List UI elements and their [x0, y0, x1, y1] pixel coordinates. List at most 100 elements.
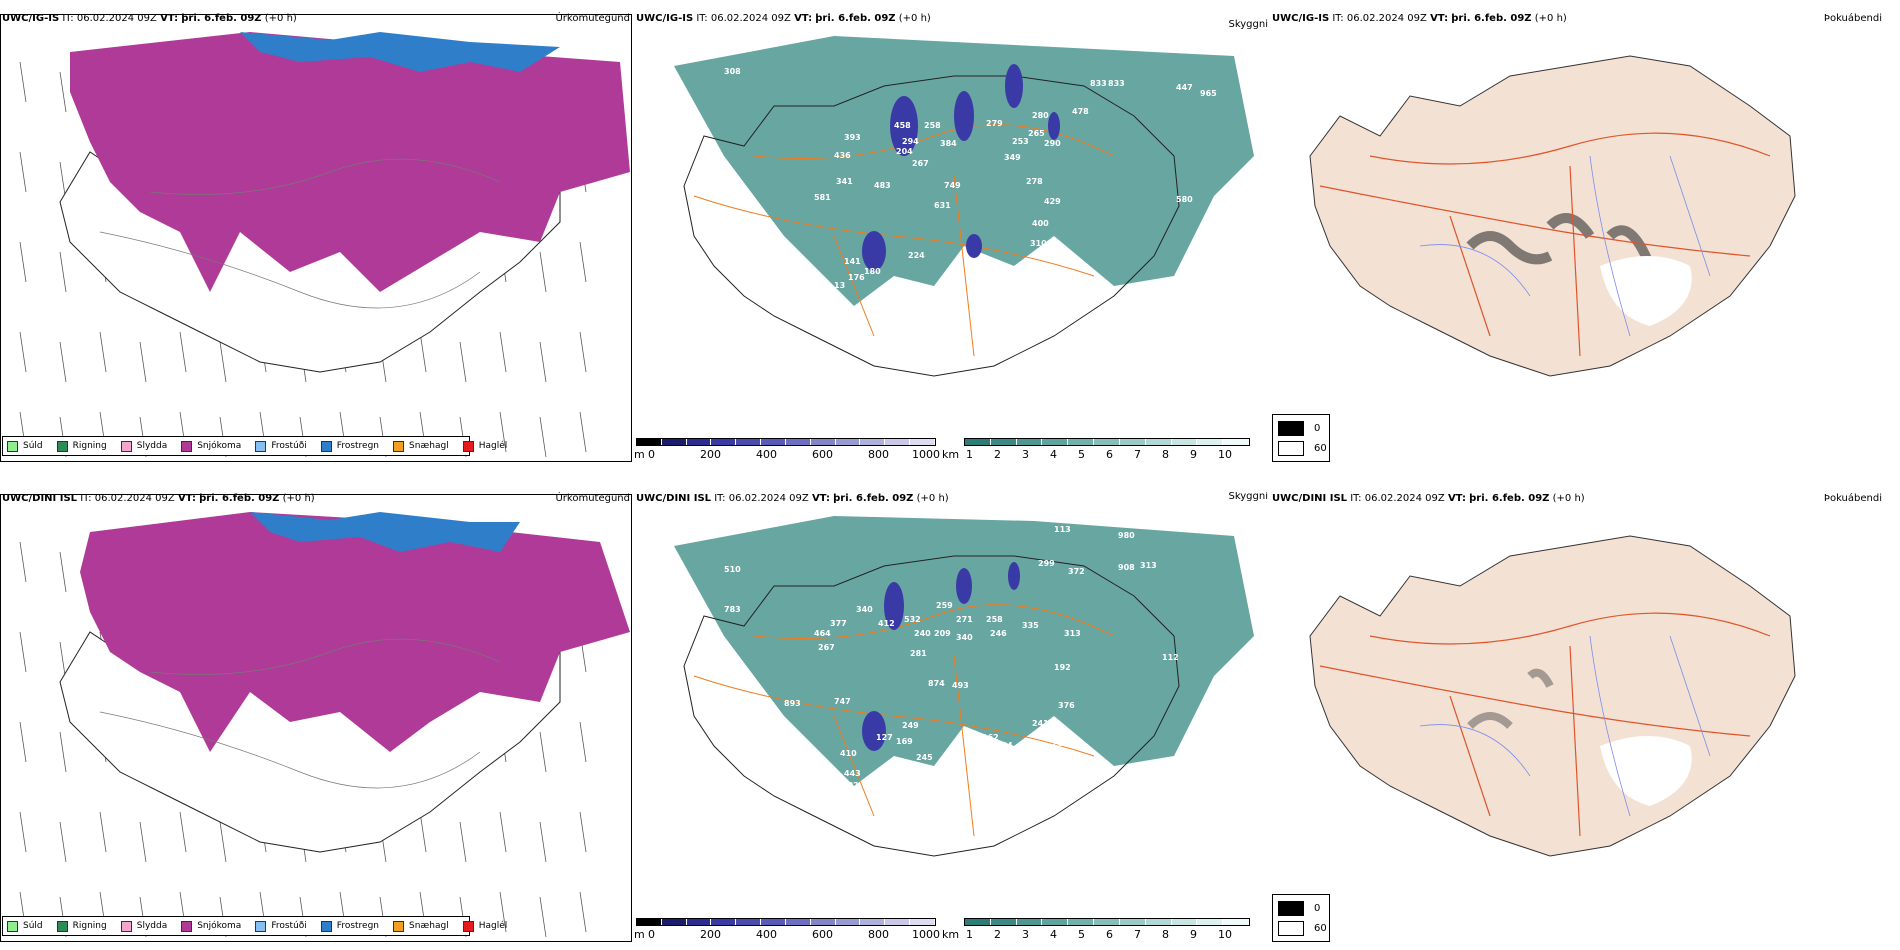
- cloud-base-height-label: 308: [724, 67, 741, 76]
- vt-value: þri. 6.feb. 09Z: [199, 493, 280, 504]
- height-colorbar-2: [636, 918, 936, 926]
- fog-key-row: 0: [1278, 901, 1320, 916]
- cloud-base-height-label: 335: [1022, 621, 1039, 630]
- height-tick: 1000: [912, 928, 940, 941]
- it-label: IT:: [62, 13, 74, 24]
- cloud-base-height-label: 340: [856, 605, 873, 614]
- cloud-base-height-label: 483: [874, 181, 891, 190]
- cloud-base-height-label: 532: [904, 615, 921, 624]
- orange-roads: [693, 604, 1115, 837]
- vis-tick: 7: [1134, 448, 1141, 461]
- cloud-header-2: UWC/DINI ISL IT: 06.02.2024 09Z VT: þri.…: [636, 492, 949, 506]
- lead-time: (+0 h): [1552, 493, 1585, 504]
- height-tick: 0: [648, 928, 655, 941]
- legend-label: Súld: [23, 441, 43, 451]
- cloud-title-1: Skyggni: [1228, 19, 1268, 30]
- fog-key-label: 60: [1314, 443, 1327, 454]
- cloud-base-height-label: 341: [836, 177, 853, 186]
- fog-key-label: 0: [1314, 423, 1321, 434]
- legend-item: Haglél: [462, 920, 507, 932]
- fog-key-swatch: [1278, 901, 1304, 916]
- cloud-base-height-label: 908: [1118, 563, 1135, 572]
- height-tick: 800: [868, 928, 889, 941]
- vt-value: þri. 6.feb. 09Z: [815, 13, 896, 24]
- vis-tick: 1: [966, 928, 973, 941]
- cloud-base-height-label: 284: [1052, 739, 1069, 748]
- lead-time: (+0 h): [1534, 13, 1567, 24]
- cloud-base-height-label: 241: [1032, 719, 1049, 728]
- fog-key-1: 0 60: [1272, 414, 1330, 462]
- cloud-base-height-label: 278: [1026, 177, 1043, 186]
- legend-swatch: [462, 920, 474, 932]
- fog-key-label: 60: [1314, 923, 1327, 934]
- legend-label: Rigning: [72, 441, 107, 451]
- cloud-base-height-label: 980: [1118, 531, 1135, 540]
- legend-label: Snjókoma: [197, 441, 242, 451]
- height-unit: m: [634, 928, 645, 941]
- vis-ticks-2: km 1 2 3 4 5 6 7 8 9 10: [942, 928, 1262, 942]
- height-labels-1: 308 393 436 341 581 483 458 258 294 267 204 384 279 2…: [724, 67, 1217, 294]
- cloud-base-height-label: 176: [848, 273, 865, 282]
- fog-title-1: Þokuábendi: [1823, 13, 1882, 24]
- lead-time: (+0 h): [282, 493, 315, 504]
- fog-panel-2: UWC/DINI ISL IT: 06.02.2024 09Z VT: þri.…: [1270, 492, 1900, 944]
- vis-tick: 6: [1106, 928, 1113, 941]
- vis-tick: 3: [1022, 448, 1029, 461]
- cloud-base-height-label: 429: [1044, 197, 1061, 206]
- cloud-base-height-label: 253: [1012, 137, 1029, 146]
- cloud-base-height-label: 217: [1024, 273, 1041, 282]
- fog-key-row: 60: [1278, 921, 1327, 936]
- iceland-outline: [683, 75, 1180, 377]
- legend-label: Snæhagl: [409, 921, 449, 931]
- height-tick: 200: [700, 928, 721, 941]
- cloud-base-height-label: 258: [986, 615, 1003, 624]
- vis-colorbar-1: [964, 438, 1250, 446]
- cloud-base-height-label: 192: [1054, 663, 1071, 672]
- vt-label: VT:: [811, 493, 830, 504]
- height-ticks-1: m 0 200 400 600 800 1000: [634, 448, 954, 462]
- vt-label: VT:: [160, 13, 179, 24]
- cloud-base-height-label: 393: [844, 133, 861, 142]
- precip-header-2: UWC/DINI ISL IT: 06.02.2024 09Z VT: þri.…: [2, 492, 315, 506]
- fog-map-1: [1309, 55, 1796, 377]
- precip-panel-2: UWC/DINI ISL IT: 06.02.2024 09Z VT: þri.…: [0, 492, 634, 944]
- legend-swatch: [7, 440, 18, 452]
- legend-item: Snjókoma: [181, 440, 242, 452]
- height-tick: 600: [812, 928, 833, 941]
- fog-key-label: 0: [1314, 903, 1321, 914]
- cloud-cores: [862, 562, 1020, 751]
- legend-label: Frostregn: [336, 921, 380, 931]
- legend-swatch: [393, 920, 405, 932]
- legend-item: Frostúði: [255, 440, 307, 452]
- it-value: 06.02.2024 09Z: [94, 493, 175, 504]
- cloud-base-height-label: 458: [894, 121, 911, 130]
- legend-item: Snæhagl: [393, 920, 449, 932]
- vt-value: þri. 6.feb. 09Z: [833, 493, 914, 504]
- height-unit: m: [634, 448, 645, 461]
- cloud-base-height-label: 493: [952, 681, 969, 690]
- cloud-map-1: 308 393 436 341 581 483 458 258 294 267 204 384 279 2…: [674, 36, 1254, 377]
- cloud-base-height-label: 833: [1090, 79, 1107, 88]
- legend-swatch: [56, 920, 68, 932]
- vt-label: VT:: [794, 13, 813, 24]
- cloud-base-height-label: 280: [1032, 111, 1049, 120]
- cloud-base-height-label: 310: [1030, 239, 1047, 248]
- cloud-base-height-label: 209: [934, 629, 951, 638]
- legend-item: Snjókoma: [181, 920, 241, 932]
- legend-swatch: [181, 920, 193, 932]
- precip-legend-2: Súld Rigning Slydda Snjókoma Frostúði Fr…: [2, 916, 507, 936]
- height-tick: 400: [756, 448, 777, 461]
- cloud-base-height-label: 377: [830, 619, 847, 628]
- vis-tick: 7: [1134, 928, 1141, 941]
- it-label: IT:: [696, 13, 708, 24]
- height-tick: 0: [648, 448, 655, 461]
- cloud-base-height-label: 400: [1032, 219, 1049, 228]
- cloud-base-height-label: 412: [878, 619, 895, 628]
- legend-swatch: [120, 920, 132, 932]
- cloud-base-height-label: 267: [818, 643, 835, 652]
- cloud-base-height-label: 384: [940, 139, 957, 148]
- height-tick: 400: [756, 928, 777, 941]
- cloud-base-height-label: 313: [1140, 561, 1157, 570]
- iceland-outline: [683, 555, 1180, 857]
